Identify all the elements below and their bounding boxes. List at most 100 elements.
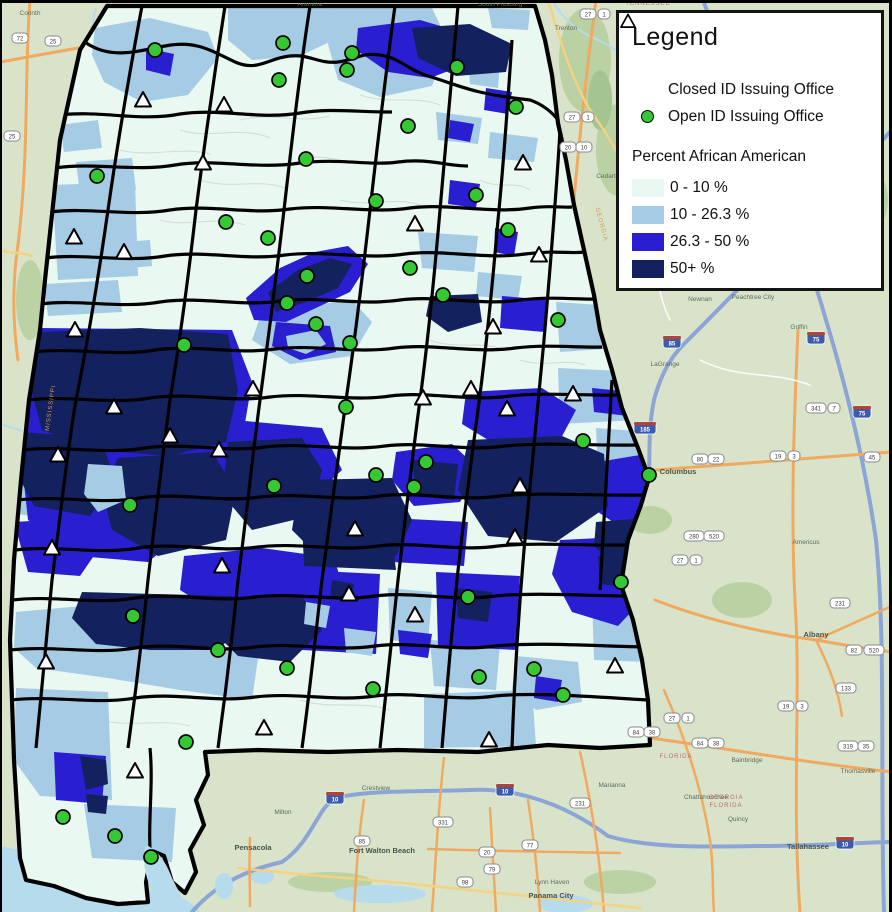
state-name-label: FLORIDA [709, 803, 742, 809]
svg-text:520: 520 [869, 648, 880, 654]
closed-office-marker [65, 228, 83, 245]
us-route-shield: 3 [787, 450, 801, 462]
svg-text:1: 1 [694, 558, 698, 564]
us-route-shield: 231 [829, 597, 851, 609]
us-route-shield: 3 [795, 700, 809, 712]
legend-choropleth-title: Percent African American [632, 148, 807, 165]
closed-office-marker [37, 653, 55, 670]
legend-class-row: 26.3 - 50 % [632, 228, 881, 255]
us-route-shield: 7 [827, 402, 841, 414]
interstate-shield: 75 [852, 405, 872, 419]
open-office-marker [178, 734, 194, 750]
legend-item-closed-office: Closed ID Issuing Office [620, 13, 881, 103]
legend-class-swatch [632, 178, 664, 197]
town-label: South Pittsburg [478, 1, 523, 8]
open-office-icon [632, 110, 662, 123]
state-outline [7, 3, 653, 907]
legend-item-open-office: Open ID Issuing Office [632, 103, 881, 130]
town-label: Crestview [362, 785, 391, 792]
town-label: Quincy [728, 816, 749, 823]
town-label: Newnan [688, 296, 712, 303]
us-route-shield: 77 [521, 839, 539, 851]
open-office-marker [271, 72, 287, 88]
closed-office-marker [134, 91, 152, 108]
open-office-marker [125, 608, 141, 624]
svg-text:331: 331 [438, 820, 449, 826]
closed-office-marker [530, 246, 548, 263]
town-label: Cedartown [596, 173, 628, 180]
svg-text:10: 10 [581, 145, 588, 151]
closed-office-marker [484, 318, 502, 335]
town-label: Albany [803, 630, 829, 639]
open-office-marker [460, 589, 476, 605]
svg-text:85: 85 [359, 839, 366, 845]
town-label: Ardmore [298, 1, 323, 8]
state-name-label: GEORGIA [708, 795, 743, 801]
svg-text:1: 1 [686, 716, 690, 722]
us-route-shield: 231 [569, 797, 591, 809]
svg-text:3: 3 [792, 454, 796, 460]
open-office-marker [89, 168, 105, 184]
open-office-marker [55, 809, 71, 825]
town-label: LaGrange [651, 361, 680, 368]
closed-office-marker [406, 606, 424, 623]
closed-office-marker [606, 657, 624, 674]
us-route-shield: 19 [777, 700, 795, 712]
image-border-top [0, 0, 892, 3]
svg-text:10: 10 [502, 789, 509, 795]
svg-text:520: 520 [709, 534, 720, 540]
svg-text:20: 20 [484, 850, 491, 856]
legend-class-label: 50+ % [670, 259, 715, 277]
us-route-shield: 1 [597, 8, 611, 20]
svg-text:25: 25 [9, 134, 16, 140]
svg-text:19: 19 [783, 704, 790, 710]
town-label: Tallahassee [787, 842, 829, 851]
open-office-marker [435, 287, 451, 303]
closed-office-marker [462, 380, 480, 397]
closed-office-marker [66, 321, 84, 338]
us-route-shield: 280 [683, 530, 705, 542]
open-office-marker [471, 669, 487, 685]
us-route-shield: 19 [769, 450, 787, 462]
us-route-shield: 80 [691, 453, 709, 465]
open-office-marker [143, 849, 159, 865]
open-office-marker [176, 337, 192, 353]
closed-office-marker [161, 427, 179, 444]
open-office-marker [279, 660, 295, 676]
svg-text:27: 27 [677, 558, 684, 564]
interstate-shield: 75 [806, 331, 826, 345]
open-office-marker [210, 642, 226, 658]
svg-text:75: 75 [859, 411, 866, 417]
open-office-marker [266, 478, 282, 494]
image-border-right [889, 0, 892, 912]
closed-office-marker [255, 719, 273, 736]
us-route-shield: 84 [627, 726, 645, 738]
svg-text:27: 27 [569, 115, 576, 121]
open-office-marker [641, 467, 657, 483]
us-route-shield: 38 [643, 726, 661, 738]
closed-office-marker [43, 539, 61, 556]
town-label: Peachtree City [732, 294, 775, 301]
open-office-marker [550, 312, 566, 328]
us-route-shield: 20 [559, 141, 577, 153]
us-route-shield: 1 [689, 554, 703, 566]
svg-text:231: 231 [835, 601, 846, 607]
open-office-marker [613, 574, 629, 590]
open-office-marker [400, 118, 416, 134]
svg-text:133: 133 [841, 686, 852, 692]
closed-office-marker [406, 215, 424, 232]
svg-text:25: 25 [50, 39, 57, 45]
svg-text:319: 319 [843, 744, 854, 750]
us-route-shield: 79 [483, 863, 501, 875]
svg-text:280: 280 [689, 534, 700, 540]
closed-office-marker [126, 762, 144, 779]
town-label: Thomasville [841, 768, 876, 775]
open-office-marker [365, 681, 381, 697]
open-office-marker [308, 316, 324, 332]
town-label: Chattahoochee [684, 794, 728, 801]
open-office-marker [418, 454, 434, 470]
svg-text:79: 79 [489, 867, 496, 873]
town-label: Bainbridge [731, 757, 762, 764]
